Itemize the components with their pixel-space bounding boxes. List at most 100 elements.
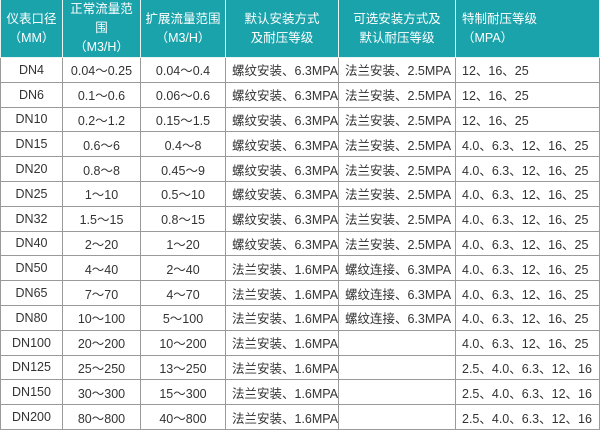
cell-special-pressure: 4.0、6.3、12、16、25 <box>455 180 600 207</box>
cell-optional-install <box>338 329 456 356</box>
cell-special-pressure: 4.0、6.3、12、16、25 <box>455 280 600 306</box>
cell-normal-flow: 80～800 <box>62 404 141 430</box>
cell-normal-flow: 1.5～15 <box>62 205 141 232</box>
cell-optional-install: 螺纹连接、6.3MPA <box>338 280 456 306</box>
cell-default-install: 法兰安装、1.6MPA <box>225 404 339 430</box>
cell-caliber: DN6 <box>0 81 63 108</box>
cell-extended-flow: 13～250 <box>140 354 226 381</box>
table-row: DN32 1.5～15 0.8～15 螺纹安装、6.3MPA 法兰安装、2.5MPA 4.… <box>0 205 600 232</box>
cell-caliber: DN4 <box>0 57 63 83</box>
cell-normal-flow: 30～300 <box>62 379 141 406</box>
cell-special-pressure: 4.0、6.3、12、16、25 <box>455 304 600 331</box>
cell-caliber: DN40 <box>0 230 63 257</box>
cell-extended-flow: 0.15～1.5 <box>140 106 226 133</box>
cell-extended-flow: 5～100 <box>140 304 226 331</box>
header-line: 可选安装方式及 <box>353 11 441 26</box>
table-row: DN65 7～70 4～70 法兰安装、1.6MPA 螺纹连接、6.3MPA 4.0、6.… <box>0 280 600 306</box>
cell-optional-install: 法兰安装、2.5MPA <box>338 180 456 207</box>
cell-default-install: 螺纹安装、6.3MPA <box>225 81 339 108</box>
header-line: 仪表口径 <box>6 11 57 26</box>
cell-normal-flow: 4～40 <box>62 255 141 282</box>
cell-special-pressure: 4.0、6.3、12、16、25 <box>455 230 600 257</box>
cell-default-install: 法兰安装、1.6MPA <box>225 255 339 282</box>
cell-caliber: DN65 <box>0 280 63 306</box>
header-line: 特制耐压等级 <box>462 11 538 26</box>
cell-extended-flow: 40～800 <box>140 404 226 430</box>
table-row: DN20 0.8～8 0.45～9 螺纹安装、6.3MPA 法兰安装、2.5MPA 4.0… <box>0 156 600 182</box>
table-body: DN4 0.04～0.25 0.04～0.4 螺纹安装、6.3MPA 法兰安装、2.5M… <box>0 57 600 430</box>
cell-optional-install: 法兰安装、2.5MPA <box>338 106 456 133</box>
cell-optional-install: 法兰安装、2.5MPA <box>338 230 456 257</box>
cell-extended-flow: 2～40 <box>140 255 226 282</box>
header-default-install: 默认安装方式 及耐压等级 <box>225 0 339 58</box>
cell-extended-flow: 0.45～9 <box>140 156 226 182</box>
table-row: DN25 1～10 0.5～10 螺纹安装、6.3MPA 法兰安装、2.5MPA 4.0、… <box>0 180 600 207</box>
table-row: DN50 4～40 2～40 法兰安装、1.6MPA 螺纹连接、6.3MPA 4.0、6.… <box>0 255 600 282</box>
cell-normal-flow: 1～10 <box>62 180 141 207</box>
cell-special-pressure: 4.0、6.3、12、16、25 <box>455 205 600 232</box>
table-row: DN10 0.2～1.2 0.15～1.5 螺纹安装、6.3MPA 法兰安装、2.5MP… <box>0 106 600 133</box>
cell-caliber: DN10 <box>0 106 63 133</box>
cell-default-install: 法兰安装、1.6MPA <box>225 304 339 331</box>
cell-caliber: DN100 <box>0 329 63 356</box>
table-row: DN200 80～800 40～800 法兰安装、1.6MPA 2.5、4.0、6.3、… <box>0 404 600 430</box>
cell-optional-install <box>338 404 456 430</box>
cell-optional-install: 法兰安装、2.5MPA <box>338 205 456 232</box>
header-special-pressure: 特制耐压等级 （MPA） <box>455 0 600 58</box>
cell-special-pressure: 4.0、6.3、12、16、25 <box>455 156 600 182</box>
header-line: 默认安装方式 <box>244 11 320 26</box>
cell-extended-flow: 1～20 <box>140 230 226 257</box>
cell-special-pressure: 2.5、4.0、6.3、12、16 <box>455 404 600 430</box>
table-row: DN150 30～300 15～300 法兰安装、1.6MPA 2.5、4.0、6.3、… <box>0 379 600 406</box>
cell-caliber: DN15 <box>0 131 63 158</box>
header-normal-flow: 正常流量范围 （M3/H） <box>62 0 141 58</box>
cell-special-pressure: 2.5、4.0、6.3、12、16 <box>455 354 600 381</box>
table-row: DN80 10～100 5～100 法兰安装、1.6MPA 螺纹连接、6.3MPA 4.0… <box>0 304 600 331</box>
cell-optional-install: 法兰安装、2.5MPA <box>338 57 456 83</box>
cell-optional-install <box>338 354 456 381</box>
cell-optional-install: 螺纹连接、6.3MPA <box>338 255 456 282</box>
cell-special-pressure: 4.0、6.3、12、16、25 <box>455 131 600 158</box>
cell-default-install: 螺纹安装、6.3MPA <box>225 131 339 158</box>
header-line: （M3/H） <box>155 30 211 45</box>
table-row: DN100 20～200 10～200 法兰安装、1.6MPA 4.0、6.3、12、1… <box>0 329 600 356</box>
cell-special-pressure: 4.0、6.3、12、16、25 <box>455 255 600 282</box>
header-line: （M3/H） <box>74 40 129 54</box>
cell-extended-flow: 15～300 <box>140 379 226 406</box>
cell-extended-flow: 10～200 <box>140 329 226 356</box>
cell-special-pressure: 12、16、25 <box>455 106 600 133</box>
cell-normal-flow: 2～20 <box>62 230 141 257</box>
cell-caliber: DN80 <box>0 304 63 331</box>
cell-normal-flow: 0.8～8 <box>62 156 141 182</box>
header-caliber: 仪表口径 （MM） <box>0 0 63 58</box>
cell-extended-flow: 0.8～15 <box>140 205 226 232</box>
cell-optional-install: 法兰安装、2.5MPA <box>338 81 456 108</box>
header-line: 正常流量范围 <box>70 2 133 35</box>
cell-extended-flow: 0.04～0.4 <box>140 57 226 83</box>
cell-default-install: 螺纹安装、6.3MPA <box>225 156 339 182</box>
table-row: DN6 0.1～0.6 0.06～0.6 螺纹安装、6.3MPA 法兰安装、2.5MPA… <box>0 81 600 108</box>
cell-default-install: 法兰安装、1.6MPA <box>225 280 339 306</box>
cell-normal-flow: 25～250 <box>62 354 141 381</box>
cell-normal-flow: 0.6～6 <box>62 131 141 158</box>
table-row: DN40 2～20 1～20 螺纹安装、6.3MPA 法兰安装、2.5MPA 4.0、6.… <box>0 230 600 257</box>
cell-special-pressure: 2.5、4.0、6.3、12、16 <box>455 379 600 406</box>
cell-default-install: 法兰安装、1.6MPA <box>225 354 339 381</box>
header-row: 仪表口径 （MM） 正常流量范围 （M3/H） 扩展流量范围 （M3/H） 默认安装方式 及耐… <box>0 0 600 58</box>
header-line: （MPA） <box>462 30 514 45</box>
table-row: DN125 25～250 13～250 法兰安装、1.6MPA 2.5、4.0、6.3、… <box>0 354 600 381</box>
cell-optional-install <box>338 379 456 406</box>
table-row: DN4 0.04～0.25 0.04～0.4 螺纹安装、6.3MPA 法兰安装、2.5M… <box>0 57 600 83</box>
header-optional-install: 可选安装方式及 默认耐压等级 <box>338 0 456 58</box>
cell-normal-flow: 20～200 <box>62 329 141 356</box>
cell-default-install: 螺纹安装、6.3MPA <box>225 106 339 133</box>
cell-default-install: 法兰安装、1.6MPA <box>225 329 339 356</box>
cell-special-pressure: 12、16、25 <box>455 57 600 83</box>
cell-optional-install: 法兰安装、2.5MPA <box>338 131 456 158</box>
cell-caliber: DN25 <box>0 180 63 207</box>
cell-default-install: 螺纹安装、6.3MPA <box>225 205 339 232</box>
cell-normal-flow: 7～70 <box>62 280 141 306</box>
table-row: DN15 0.6～6 0.4～8 螺纹安装、6.3MPA 法兰安装、2.5MPA 4.0、… <box>0 131 600 158</box>
cell-normal-flow: 0.2～1.2 <box>62 106 141 133</box>
cell-caliber: DN50 <box>0 255 63 282</box>
